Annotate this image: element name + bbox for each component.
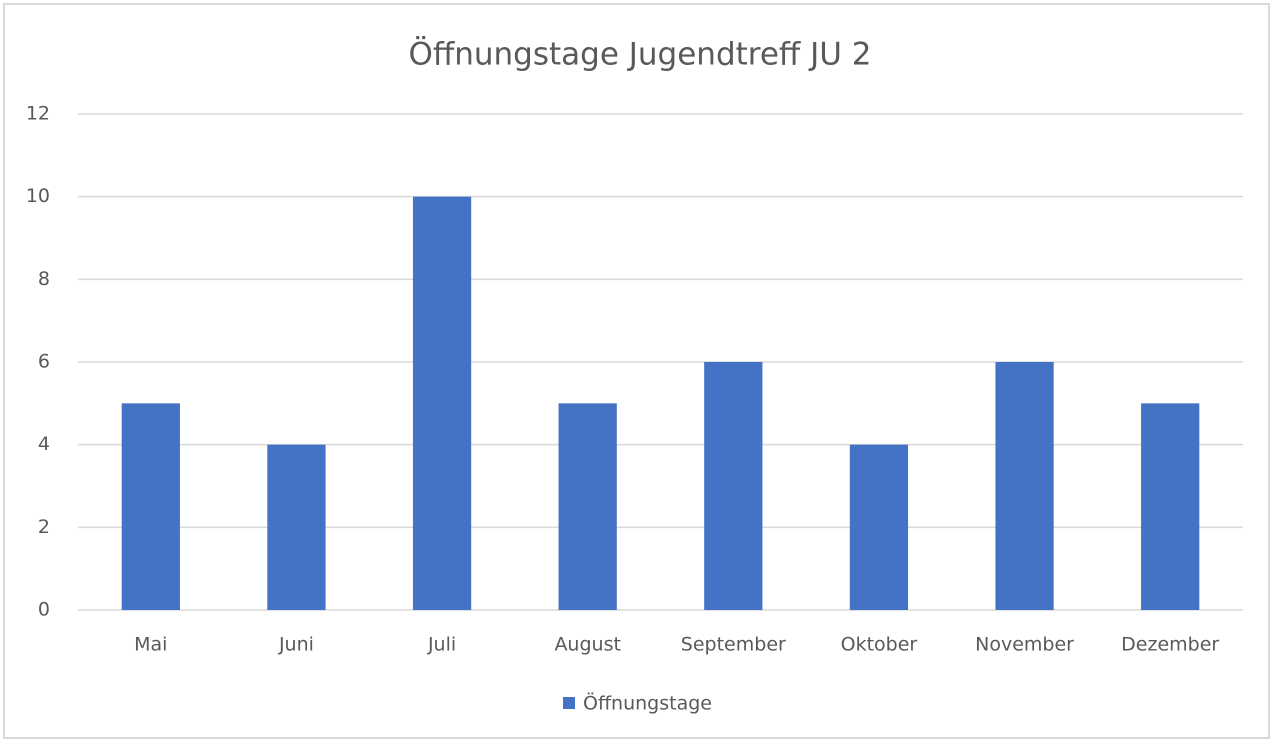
bar [995, 362, 1054, 610]
legend-label: Öffnungstage [583, 692, 712, 715]
y-tick-label: 12 [26, 103, 50, 125]
y-tick-label: 0 [38, 599, 50, 621]
y-tick-label: 6 [38, 351, 50, 373]
x-tick-label: November [975, 634, 1074, 656]
bar [558, 403, 617, 610]
y-tick-label: 2 [38, 516, 50, 538]
legend-swatch [563, 697, 575, 709]
x-tick-label: Dezember [1121, 634, 1219, 656]
bar [267, 444, 326, 610]
bar [704, 362, 763, 610]
x-tick-label: Mai [134, 634, 167, 656]
x-tick-label: Oktober [841, 634, 918, 656]
bar [412, 196, 472, 610]
x-tick-label: Juli [427, 634, 456, 656]
y-tick-label: 8 [38, 268, 50, 290]
chart-title: Öffnungstage Jugendtreff JU 2 [408, 36, 871, 73]
x-tick-label: August [554, 634, 621, 656]
chart-frame [3, 3, 1270, 739]
bar [849, 444, 909, 610]
y-tick-label: 4 [38, 433, 50, 455]
x-tick-label: September [681, 634, 786, 656]
bar [1141, 403, 1200, 610]
y-tick-label: 10 [26, 185, 50, 207]
x-tick-label: Juni [278, 634, 314, 656]
bar [121, 403, 180, 610]
